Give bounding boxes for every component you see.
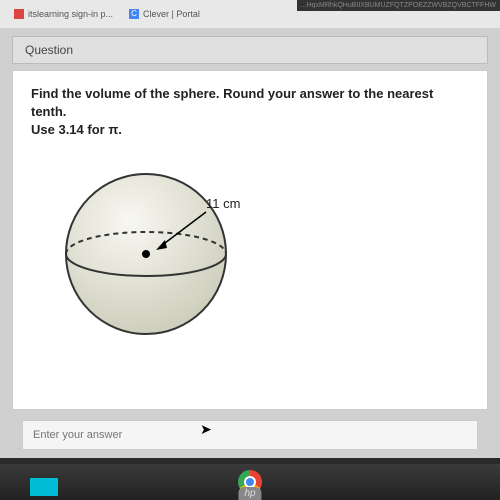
- question-card: Find the volume of the sphere. Round you…: [12, 70, 488, 410]
- itslearning-favicon: [14, 9, 24, 19]
- prompt-line-2: Use 3.14 for π.: [31, 122, 122, 137]
- laptop-brand-logo: hp: [238, 487, 261, 500]
- question-prompt: Find the volume of the sphere. Round you…: [31, 85, 469, 140]
- tab-label: itslearning sign-in p...: [28, 9, 113, 19]
- clever-favicon: C: [129, 9, 139, 19]
- center-dot: [142, 250, 150, 258]
- mouse-cursor-icon: ➤: [200, 421, 212, 438]
- tab-clever[interactable]: C Clever | Portal: [123, 5, 206, 23]
- tab-label: Clever | Portal: [143, 9, 200, 19]
- prompt-line-1: Find the volume of the sphere. Round you…: [31, 86, 433, 119]
- tab-itslearning[interactable]: itslearning sign-in p...: [8, 5, 119, 23]
- radius-label: 11 cm: [206, 196, 240, 211]
- answer-input[interactable]: [22, 420, 478, 450]
- url-fragment: ...HqxMRhkQHuBIIXBUMUZFQTZPOEZZWVBZQVBCT…: [297, 0, 500, 11]
- question-header: Question: [12, 36, 488, 64]
- taskbar-app-tile[interactable]: [30, 478, 58, 496]
- page-content: Question Find the volume of the sphere. …: [0, 28, 500, 458]
- sphere-diagram: 11 cm: [51, 154, 251, 344]
- sphere-svg: [51, 154, 251, 344]
